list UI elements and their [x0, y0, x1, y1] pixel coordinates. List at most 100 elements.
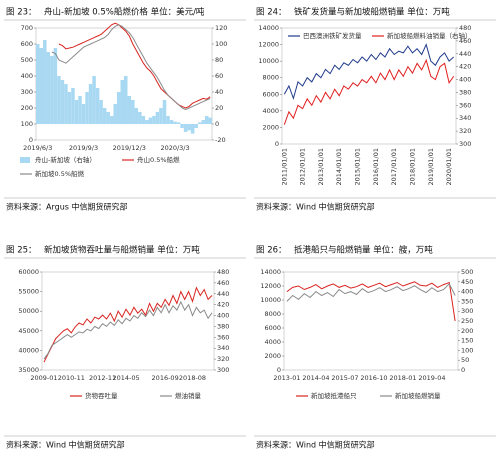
spread-bar	[53, 48, 58, 124]
series-line	[43, 286, 213, 363]
x-tick-label: 2016-10	[360, 374, 387, 382]
spread-bar	[67, 92, 72, 124]
spread-bar	[208, 117, 212, 124]
y2-tick-label: 200	[461, 327, 473, 335]
y2-tick-label: 360	[217, 333, 229, 341]
spread-bar	[36, 44, 40, 124]
y2-tick-label: 100	[461, 346, 473, 354]
x-tick-label: 2014/01/01	[335, 148, 343, 185]
y2-tick-label: 60	[215, 72, 223, 80]
y-tick-label: 100	[21, 120, 33, 128]
x-tick-label: 2017/01/01	[390, 148, 398, 185]
spread-bar	[95, 88, 100, 124]
x-tick-label: 2015/01/01	[354, 148, 362, 185]
y-tick-label: 35000	[18, 366, 39, 374]
legend-label: 货物吞吐量	[85, 391, 118, 400]
spread-bar	[176, 122, 181, 124]
y2-tick-label: 300	[461, 307, 473, 315]
x-tick-label: 2012/01/01	[299, 148, 307, 185]
y2-tick-label: 400	[459, 76, 471, 84]
legend-label: 巴西澳洲铁矿发货量	[303, 31, 362, 40]
series-line	[43, 300, 213, 360]
panel-title: 抵港船只与船燃销量 单位：艘，万吨	[294, 245, 433, 256]
spread-bar	[106, 112, 110, 124]
spread-bar	[169, 120, 174, 124]
spread-bar	[194, 124, 198, 128]
y2-tick-label: 0	[215, 120, 219, 128]
spread-bar	[46, 52, 51, 124]
y2-tick-label: 100	[215, 40, 227, 48]
legend-label: 舟山-新加坡（右轴）	[35, 155, 96, 164]
plot-frame	[281, 27, 457, 145]
y2-tick-label: 320	[217, 355, 229, 363]
spread-bar	[197, 122, 202, 124]
x-tick-label: 2019/12/3	[113, 144, 146, 152]
y2-tick-label: 320	[459, 127, 471, 135]
plot-frame	[41, 271, 215, 371]
y2-tick-label: 420	[217, 301, 229, 309]
y-tick-label: 600	[21, 40, 33, 48]
y-tick-label: 700	[21, 24, 33, 32]
y2-tick-label: 440	[217, 290, 229, 298]
series-line	[283, 43, 455, 101]
y2-tick-label: 360	[459, 101, 471, 109]
y-tick-label: 8000	[264, 310, 281, 318]
spread-bar	[88, 84, 93, 124]
legend-label: 新加坡船燃料油销量（右轴）	[387, 31, 472, 40]
y2-tick-label: 340	[217, 344, 229, 352]
y-tick-label: 12000	[260, 282, 281, 290]
x-tick-label: 2014-05	[112, 374, 139, 382]
figure-label: 图 23：	[6, 8, 37, 18]
spread-bar	[43, 40, 47, 124]
spread-bar	[134, 108, 139, 124]
spread-bar	[148, 117, 153, 124]
spread-bar	[124, 76, 128, 124]
spread-bar	[50, 56, 54, 124]
x-tick-label: 2014-04	[302, 374, 329, 382]
series-line	[51, 24, 211, 111]
y-tick-label: 10000	[260, 296, 281, 304]
y-tick-label: 2000	[264, 352, 281, 360]
y2-tick-label: 500	[461, 268, 473, 276]
x-tick-label: 2020/01/01	[445, 148, 453, 185]
x-tick-label: 2009-01	[30, 374, 57, 382]
spread-bar	[71, 88, 75, 124]
x-tick-label: 2019/9/3	[69, 144, 98, 152]
spread-bar	[81, 104, 86, 124]
spread-bar	[187, 124, 191, 131]
y2-tick-label: 340	[459, 114, 471, 122]
spread-bar	[145, 120, 149, 124]
spread-bar	[162, 100, 167, 124]
legend-label: 燃油销量	[175, 391, 202, 400]
legend-swatch	[20, 157, 30, 163]
y2-tick-label: 480	[217, 268, 229, 276]
y2-tick-label: 250	[461, 317, 473, 325]
y2-tick-label: 80	[215, 56, 223, 64]
spread-bar	[74, 100, 79, 124]
y-tick-label: 200	[21, 104, 33, 112]
y2-tick-label: 120	[215, 24, 227, 32]
y-tick-label: 40000	[18, 346, 39, 354]
y2-tick-label: 460	[459, 37, 471, 45]
y-tick-label: 50000	[18, 307, 39, 315]
x-tick-label: 2015-07	[331, 374, 358, 382]
y2-tick-label: 20	[215, 104, 223, 112]
panel-title: 舟山-新加坡 0.5%船燃价格 单位：美元/吨	[44, 7, 205, 18]
spread-bar	[131, 100, 135, 124]
spread-bar	[64, 84, 68, 124]
x-tick-label: 2013/01/01	[317, 148, 325, 185]
spread-bar	[60, 80, 65, 124]
y-tick-label: 14000	[258, 24, 279, 32]
y2-tick-label: 40	[215, 88, 223, 96]
y2-tick-label: 0	[461, 366, 465, 374]
spread-bar	[120, 80, 124, 124]
x-tick-label: 2010-11	[58, 374, 85, 382]
spread-bar	[201, 120, 205, 124]
y-tick-label: 55000	[18, 288, 39, 296]
x-tick-label: 2019-04	[418, 374, 445, 382]
spread-bar	[116, 92, 121, 124]
x-tick-label: 2019/6/3	[23, 144, 52, 152]
spread-bar	[159, 108, 163, 124]
y-tick-label: 4000	[262, 107, 279, 115]
figure-label: 图 25：	[6, 246, 37, 256]
